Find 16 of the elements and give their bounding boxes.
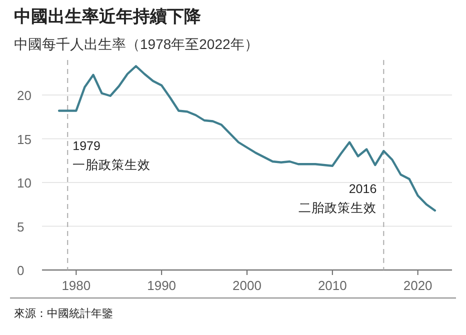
y-tick-label: 15 (17, 132, 32, 147)
x-tick-label: 1980 (62, 278, 91, 293)
ref-line-label: 1979 一胎政策生效 (72, 139, 151, 172)
y-tick-label: 5 (17, 219, 24, 234)
y-tick-label: 20 (17, 88, 32, 103)
y-tick-label: 0 (17, 263, 24, 278)
x-tick-label: 2020 (403, 278, 432, 293)
line-series (58, 65, 436, 212)
ref-line-label: 2016 二胎政策生效 (298, 182, 377, 215)
chart-subtitle: 中國每千人出生率（1978年至2022年） (14, 36, 258, 52)
x-tick-label: 1990 (147, 278, 176, 293)
chart-title: 中國出生率近年持續下降 (14, 7, 202, 26)
y-tick-label: 10 (17, 176, 32, 190)
text: 來源：中國統計年鑒 (14, 307, 113, 320)
x-tick-label: 2000 (232, 278, 262, 293)
x-tick-label: 2010 (318, 278, 347, 293)
